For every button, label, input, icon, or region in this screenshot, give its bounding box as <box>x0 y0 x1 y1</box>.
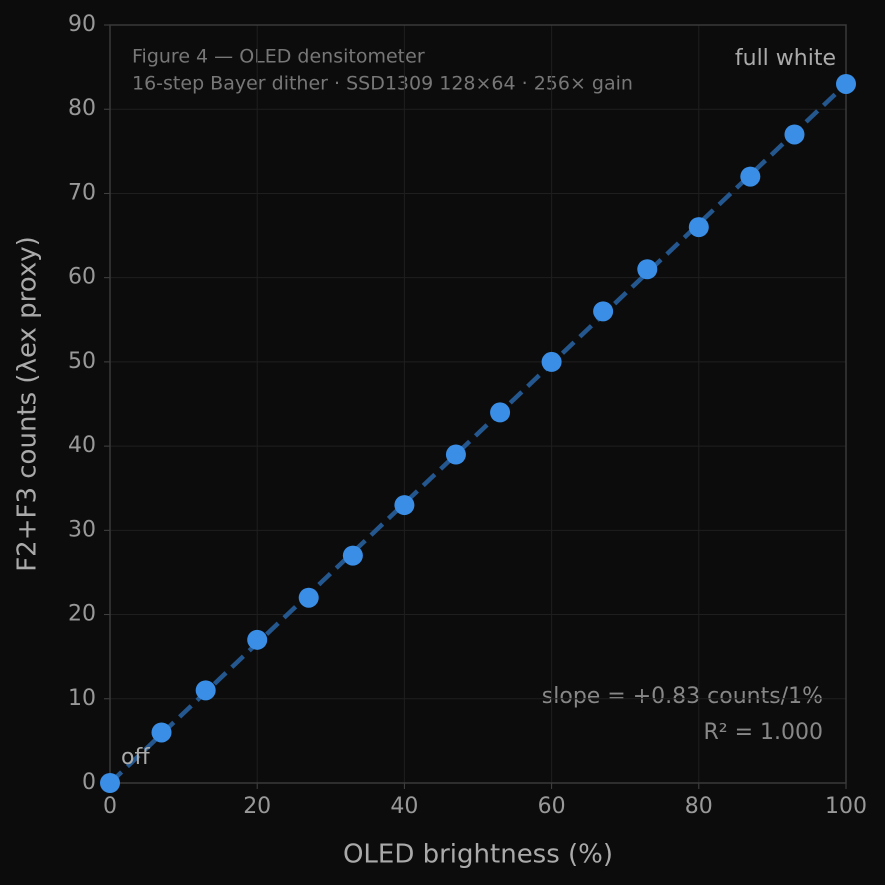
fit-line <box>108 82 848 785</box>
x-tick-label: 0 <box>103 794 117 819</box>
plot-frame <box>109 24 847 784</box>
y-tick-label: 40 <box>68 433 96 458</box>
data-point <box>247 629 268 650</box>
data-point <box>195 680 216 701</box>
data-point <box>688 217 709 238</box>
y-axis-label: F2+F3 counts (λex proxy) <box>13 236 43 572</box>
y-tick-label: 30 <box>68 517 96 542</box>
y-tick-label: 10 <box>68 686 96 711</box>
data-point <box>100 773 120 793</box>
data-point <box>342 545 363 566</box>
end-annotation: full white <box>735 46 836 71</box>
data-point <box>637 259 658 280</box>
y-tick-label: 20 <box>68 602 96 627</box>
data-point <box>490 402 511 423</box>
x-axis-label: OLED brightness (%) <box>343 840 613 870</box>
y-tick-label: 90 <box>68 12 96 37</box>
x-tick-label: 100 <box>825 794 867 819</box>
x-tick-label: 40 <box>390 794 418 819</box>
data-point <box>593 301 614 322</box>
slope-annotation: slope = +0.83 counts/1% <box>542 684 823 709</box>
data-point <box>784 124 805 145</box>
r2-annotation: R² = 1.000 <box>703 720 823 745</box>
x-tick-label: 20 <box>243 794 271 819</box>
data-point <box>298 587 319 608</box>
data-point <box>541 351 562 372</box>
data-point <box>740 166 761 187</box>
y-tick-label: 50 <box>68 349 96 374</box>
start-annotation: off <box>121 745 150 770</box>
data-point <box>151 722 172 743</box>
x-tick-label: 80 <box>685 794 713 819</box>
y-tick-label: 60 <box>68 265 96 290</box>
x-tick-label: 60 <box>538 794 566 819</box>
data-point <box>836 73 856 94</box>
chart-title: Figure 4 — OLED densitometer <box>132 46 425 68</box>
y-tick-label: 70 <box>68 180 96 205</box>
data-point <box>445 444 466 465</box>
y-tick-label: 80 <box>68 96 96 121</box>
data-point <box>394 495 415 516</box>
y-tick-label: 0 <box>82 770 96 795</box>
chart-subtitle: 16-step Bayer dither · SSD1309 128×64 · … <box>132 73 633 95</box>
